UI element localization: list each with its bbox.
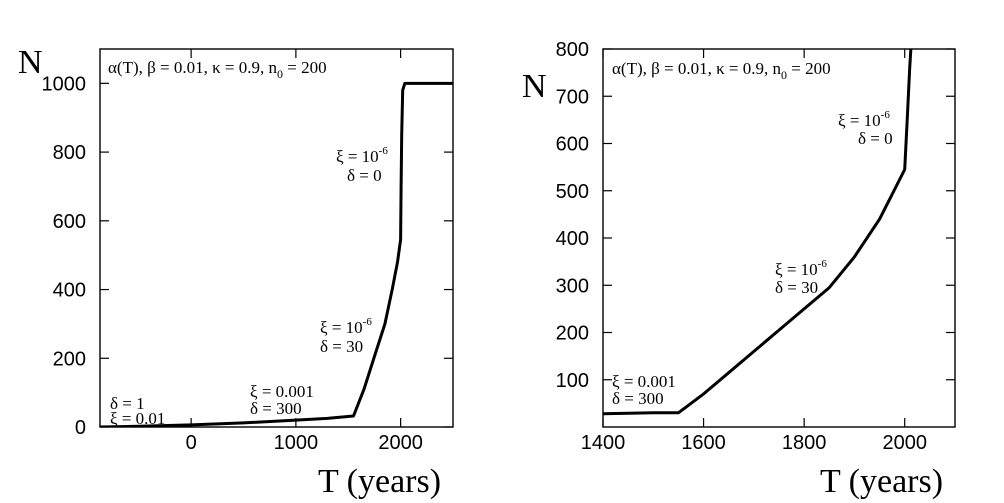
left-ticks: 0 200 400 600 800 1000 0 1000 2000 — [42, 49, 453, 454]
left-chart-panel: 0 200 400 600 800 1000 0 1000 2000 N T (years) α… — [18, 44, 454, 500]
right-y-tick-label: 300 — [556, 275, 589, 297]
left-annotation-xi1e-6-delta30-line1: ξ = 10-6 — [320, 316, 372, 337]
left-annotation-xi1e-6-delta30-line2: δ = 30 — [320, 337, 363, 356]
right-curve-group — [603, 49, 913, 416]
right-annotation-delta300-line2: δ = 300 — [612, 389, 664, 408]
right-y-axis-label: N — [522, 68, 547, 105]
left-x-tick-label: 1000 — [274, 432, 319, 454]
left-y-tick-label: 800 — [53, 142, 86, 164]
right-annotation-xi0001-line1: ξ = 0.001 — [612, 372, 676, 391]
right-x-axis-label: T (years) — [820, 463, 943, 500]
left-y-axis-label: N — [18, 44, 43, 81]
left-annotation-xi0001-line1: ξ = 0.001 — [250, 382, 314, 401]
right-y-tick-label: 500 — [556, 181, 589, 203]
right-param-annotation: α(T), β = 0.01, κ = 0.9, n0 = 200 — [612, 59, 831, 82]
left-x-tick-label: 0 — [186, 432, 197, 454]
right-y-tick-label: 400 — [556, 228, 589, 250]
right-y-tick-label: 800 — [556, 39, 589, 61]
right-x-tick-label: 1400 — [581, 432, 626, 454]
right-x-tick-label: 2000 — [882, 432, 927, 454]
right-plot-frame — [602, 48, 956, 428]
right-series-line-0 — [603, 49, 913, 416]
right-annotation-xi1e-6-delta0-line1: ξ = 10-6 — [838, 109, 890, 130]
right-annotation-xi1e-6-delta0-line2: δ = 0 — [858, 129, 893, 148]
left-annotation-xi1e-6-delta0-line1: ξ = 10-6 — [336, 145, 388, 166]
left-x-tick-label: 2000 — [378, 432, 423, 454]
right-y-tick-label: 100 — [556, 370, 589, 392]
left-param-annotation: α(T), β = 0.01, κ = 0.9, n0 = 200 — [108, 58, 327, 81]
left-plot-frame — [99, 48, 454, 428]
left-annotation-xi001-line2: ξ = 0.01 — [110, 409, 165, 428]
left-curve-group — [100, 81, 453, 427]
right-ticks: 100 200 300 400 500 600 700 800 1400 1600 1800 2000 — [556, 39, 955, 454]
left-annotation-xi1e-6-delta0-line2: δ = 0 — [347, 166, 382, 185]
left-y-tick-label: 400 — [53, 280, 86, 302]
left-series-line-0 — [100, 81, 453, 427]
left-y-tick-label: 200 — [53, 348, 86, 370]
right-y-tick-label: 700 — [556, 86, 589, 108]
left-y-tick-label: 0 — [75, 417, 86, 439]
right-annotation-xi1e-6-delta30-line1: ξ = 10-6 — [775, 258, 827, 279]
left-y-tick-label: 1000 — [42, 73, 87, 95]
right-y-tick-label: 600 — [556, 134, 589, 156]
left-annotation-delta300-line2: δ = 300 — [250, 399, 302, 418]
left-y-tick-label: 600 — [53, 211, 86, 233]
left-x-axis-label: T (years) — [318, 463, 441, 500]
right-chart-panel: 100 200 300 400 500 600 700 800 1400 1600 1800 2000… — [522, 39, 956, 500]
right-y-tick-label: 200 — [556, 323, 589, 345]
right-annotation-xi1e-6-delta30-line2: δ = 30 — [775, 278, 818, 297]
left-annotation-delta1-line1: δ = 1 — [110, 394, 145, 413]
right-x-tick-label: 1600 — [681, 432, 726, 454]
right-x-tick-label: 1800 — [782, 432, 827, 454]
